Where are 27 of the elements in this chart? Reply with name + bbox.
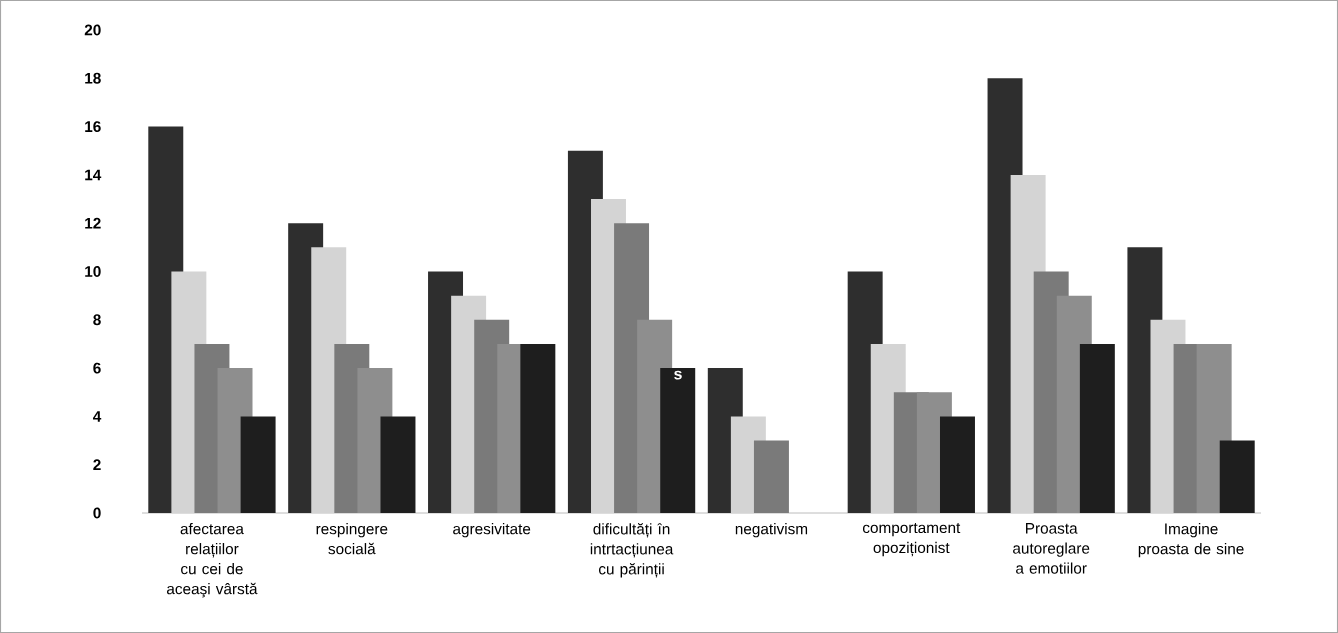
bar — [1219, 440, 1255, 513]
y-tick-label: 2 — [93, 459, 101, 471]
y-tick-label: 6 — [93, 362, 101, 374]
bar — [380, 416, 416, 513]
y-tick-label: 18 — [85, 72, 101, 84]
x-tick-label: negativism — [735, 523, 808, 538]
x-tick-label: Imagine proasta de sine — [1138, 523, 1244, 558]
y-tick-label: 14 — [85, 169, 102, 181]
x-tick-label: dificultăți în intrtacțiunea cu părinții — [590, 523, 674, 578]
x-tick-label: afectarea relațiilor cu cei de aceaşi vârstă — [167, 523, 258, 598]
bar — [1079, 343, 1115, 513]
y-tick-label: 8 — [93, 314, 101, 326]
annotation: s — [674, 370, 682, 380]
y-tick-label: 20 — [84, 24, 101, 36]
bar — [240, 416, 276, 513]
bar — [660, 368, 696, 513]
x-tick-label: comportament opoziționist — [862, 523, 961, 557]
y-tick-label: 10 — [85, 266, 101, 277]
bar — [520, 343, 556, 513]
bar — [939, 416, 975, 513]
y-tick-label: 12 — [85, 217, 101, 229]
x-tick-label: Proasta autoreglare a emotiilor — [1013, 523, 1090, 574]
y-tick-label: 4 — [93, 411, 102, 422]
y-tick-label: 0 — [93, 507, 101, 519]
x-tick-label: respingere socială — [316, 523, 388, 555]
y-tick-label: 16 — [85, 121, 101, 133]
x-tick-label: agresivitate — [453, 523, 531, 538]
